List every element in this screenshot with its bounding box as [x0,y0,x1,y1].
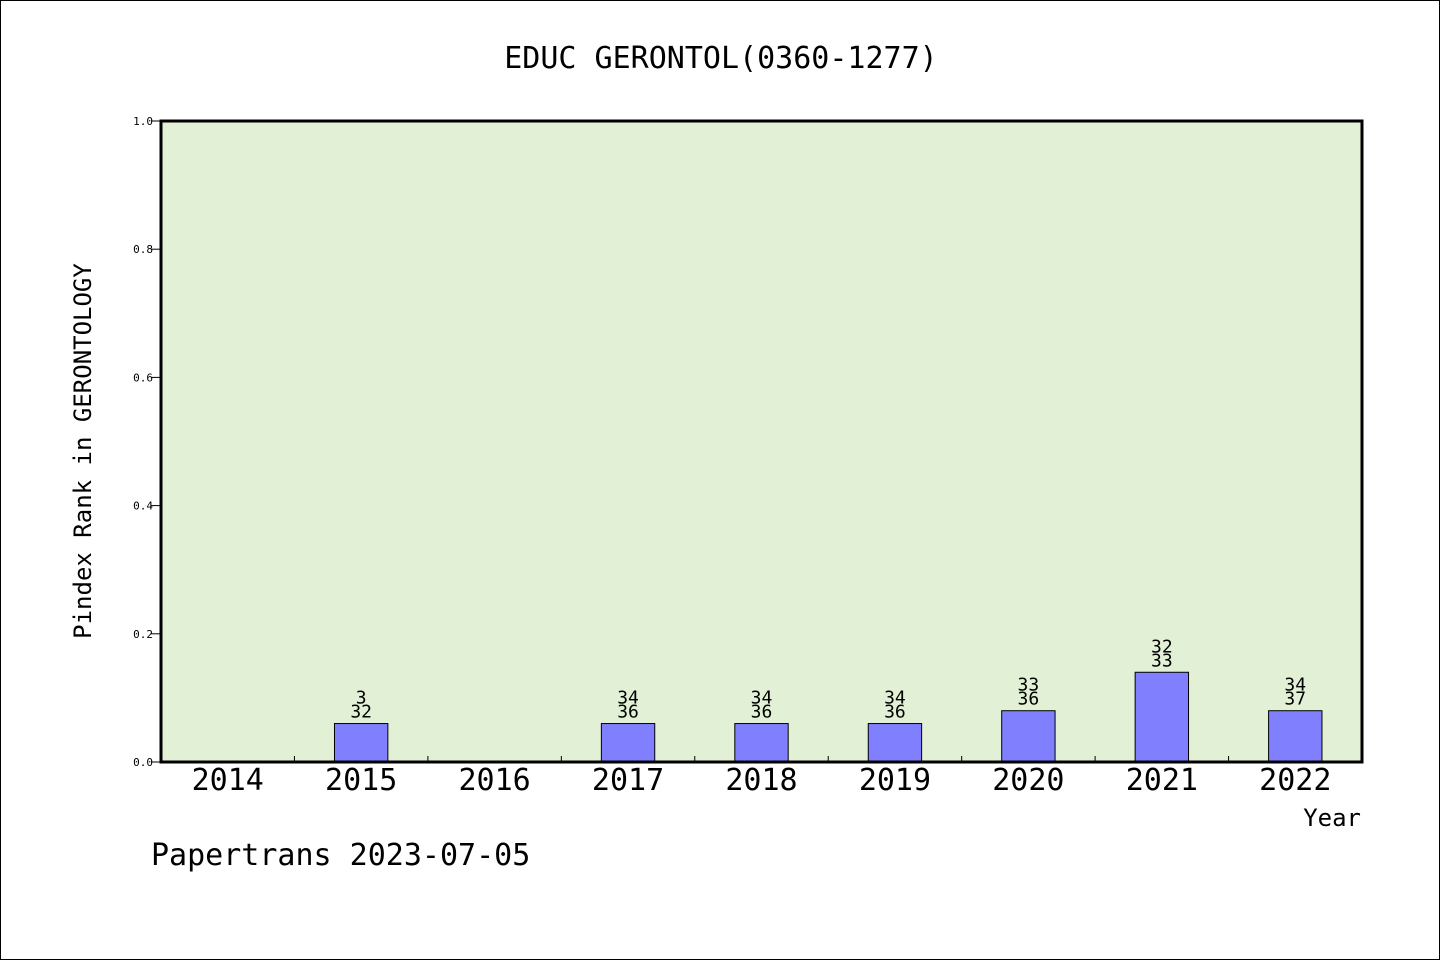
y-axis-label: Pindex Rank in GERONTOLOGY [69,263,97,639]
chart-title: EDUC GERONTOL(0360-1277) [504,41,937,76]
bar [734,723,789,763]
bar-label-bottom: 32 [350,702,372,723]
bar-label-bottom: 36 [751,702,773,723]
y-tick-label: 0.6 [133,371,153,384]
bar-label-top: 32 [1151,636,1173,657]
plot-border [159,119,1364,764]
footer-credit: Papertrans 2023-07-05 [151,838,530,873]
bar-label-top: 3 [356,688,367,709]
x-tick-label: 2020 [992,763,1064,798]
bar [333,723,389,763]
bar [1001,710,1056,763]
y-tick-label: 0.0 [133,756,153,769]
x-tick-label: 2016 [458,763,530,798]
x-tick-label: 2017 [592,763,664,798]
x-tick-label: 2018 [725,763,797,798]
x-tick-label: 2014 [192,763,264,798]
bar-label-top: 34 [1284,675,1306,696]
bar [867,723,923,763]
bar [600,723,656,763]
x-axis-label: Year [1303,804,1361,832]
y-axis-ticks: 0.0 0.2 0.4 0.6 0.8 1.0 [133,115,161,769]
bar [1268,710,1323,763]
x-tick-label: 2022 [1259,763,1331,798]
y-tick-label: 0.4 [133,500,153,513]
bar-label-top: 34 [751,688,773,709]
x-tick-label: 2019 [859,763,931,798]
bar-label-bottom: 37 [1284,689,1306,710]
bar [1134,671,1190,763]
bar-label-bottom: 36 [884,702,906,723]
x-tick-label: 2021 [1126,763,1198,798]
bar-label-top: 34 [617,688,639,709]
y-tick-label: 1.0 [133,115,153,128]
plot-area [161,121,1362,762]
bar-label-top: 33 [1018,675,1040,696]
bar-label-bottom: 33 [1151,650,1173,671]
bar-label-bottom: 36 [617,702,639,723]
y-tick-label: 0.2 [133,628,153,641]
bar-label-bottom: 36 [1018,689,1040,710]
x-axis-ticks: 2014 2015 2016 2017 2018 2019 2020 2021 2022 [192,756,1331,798]
x-tick-label: 2015 [325,763,397,798]
bar-label-top: 34 [884,688,906,709]
y-tick-label: 0.8 [133,243,153,256]
